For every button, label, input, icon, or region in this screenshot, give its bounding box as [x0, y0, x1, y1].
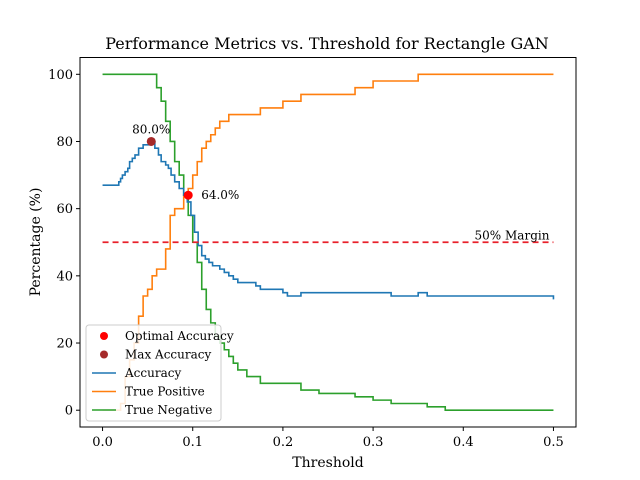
x-tick-label: 0.1	[182, 435, 203, 450]
y-tick-label: 60	[56, 202, 73, 217]
legend-marker-max-point	[100, 350, 108, 359]
y-axis-label: Percentage (%)	[28, 188, 44, 297]
y-tick-label: 0	[65, 404, 73, 419]
x-tick-label: 0.4	[453, 435, 474, 450]
legend-box	[85, 324, 222, 422]
point-max-point	[146, 136, 156, 146]
legend-label: Accuracy	[124, 366, 181, 380]
chart-title: Performance Metrics vs. Threshold for Re…	[105, 34, 549, 53]
x-tick-label: 0.5	[543, 435, 564, 450]
series-line-true-positive	[102, 73, 554, 411]
axis-ticks: 0.0 0.1 0.2 0.3 0.4 0.5 0 20 40 60 80 100	[48, 68, 564, 450]
x-axis-label: Threshold	[292, 455, 363, 471]
legend-label: Max Accuracy	[125, 348, 211, 362]
series-line-accuracy	[102, 140, 555, 300]
annotations: 50% Margin 64.0% 80.0%	[132, 122, 550, 242]
legend-label: True Negative	[125, 403, 212, 417]
legend-label: Optimal Accuracy	[125, 329, 234, 343]
point-label-max-point: 80.0%	[132, 122, 170, 136]
y-tick-label: 20	[56, 337, 73, 352]
point-optimal-point	[183, 190, 193, 200]
margin-label: 50% Margin	[475, 228, 550, 242]
legend: Optimal Accuracy Max Accuracy Accuracy True…	[85, 324, 234, 422]
y-tick-label: 40	[56, 269, 73, 284]
y-tick-label: 100	[48, 68, 73, 83]
point-label-optimal-point: 64.0%	[201, 188, 239, 202]
legend-marker-optimal-point	[100, 332, 108, 340]
x-tick-label: 0.2	[273, 435, 294, 450]
plot-frame	[79, 57, 577, 428]
x-tick-label: 0.3	[363, 435, 384, 450]
legend-label: True Positive	[125, 385, 205, 399]
y-tick-label: 80	[56, 135, 73, 150]
x-tick-label: 0.0	[92, 435, 113, 450]
